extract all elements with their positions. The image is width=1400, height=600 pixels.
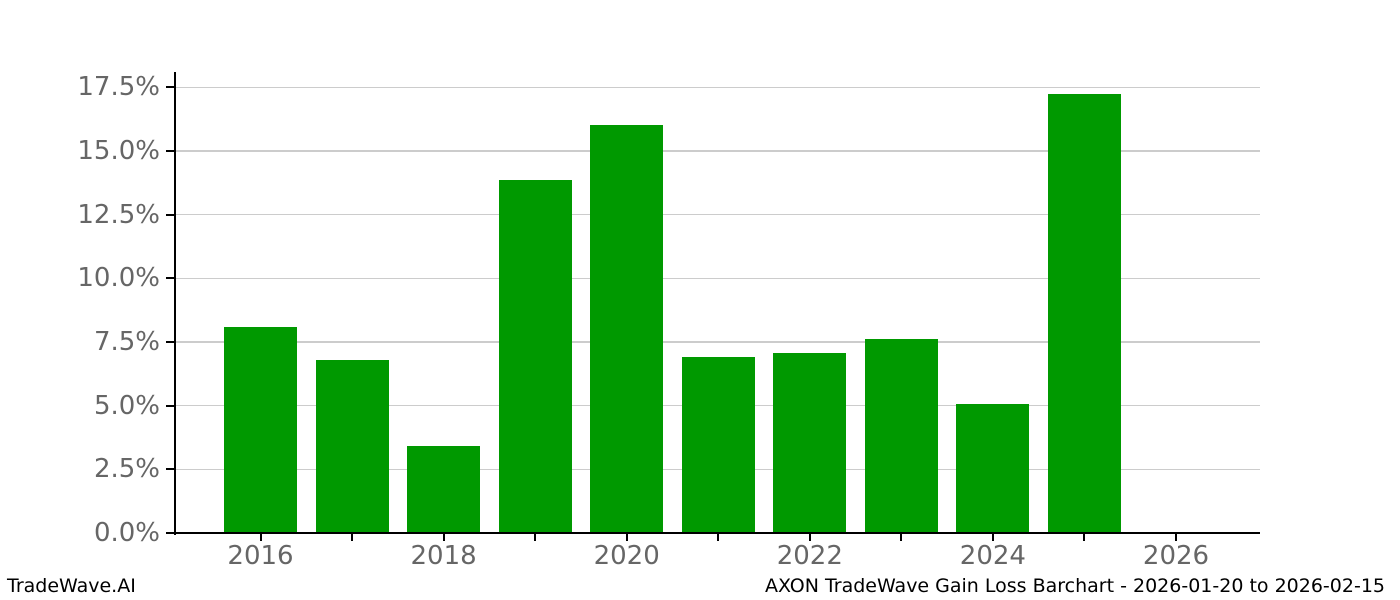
x-tick-label: 2026 (1142, 541, 1210, 571)
y-tick (166, 277, 174, 280)
bar-2021 (681, 357, 755, 533)
y-tick (166, 340, 174, 343)
x-tick (625, 533, 628, 541)
chart-caption: AXON TradeWave Gain Loss Barchart - 2026… (764, 575, 1385, 597)
bar-2020 (590, 125, 664, 533)
x-tick (717, 533, 720, 541)
bar-2016 (224, 326, 297, 533)
y-tick-label: 2.5% (93, 454, 160, 485)
y-axis-spine (173, 72, 176, 535)
x-tick-label: 2016 (227, 541, 294, 571)
x-tick (991, 533, 994, 541)
bar-2024 (956, 404, 1030, 533)
x-tick (1175, 533, 1177, 541)
y-tick-label: 0.0% (93, 518, 160, 548)
y-tick (166, 404, 174, 407)
gridline (175, 86, 1260, 89)
x-tick (808, 533, 811, 541)
x-tick (259, 533, 262, 541)
gridline (175, 277, 1260, 280)
bar-2022 (773, 353, 847, 533)
bar-2019 (498, 180, 572, 533)
x-tick (534, 533, 537, 541)
y-tick (166, 149, 174, 152)
x-tick-label: 2018 (410, 541, 477, 571)
bar-2018 (407, 446, 481, 533)
y-tick-label: 17.5% (77, 72, 160, 103)
gridline (175, 341, 1260, 343)
gridline (175, 150, 1260, 152)
x-tick (442, 533, 445, 541)
x-tick-label: 2022 (776, 541, 843, 571)
bar-2017 (315, 359, 389, 533)
brand-watermark: TradeWave.AI (7, 575, 136, 597)
y-tick-label: 10.0% (77, 263, 160, 294)
bar-2023 (864, 339, 938, 533)
y-tick-label: 7.5% (93, 326, 160, 357)
gridline (175, 213, 1260, 216)
x-tick-label: 2020 (593, 541, 660, 571)
x-tick-label: 2024 (959, 541, 1026, 571)
y-tick-label: 15.0% (77, 135, 160, 166)
y-tick-label: 12.5% (77, 199, 160, 230)
x-tick (900, 533, 903, 541)
y-tick-label: 5.0% (93, 390, 160, 421)
y-tick (166, 468, 174, 471)
x-tick (351, 533, 354, 541)
y-tick (166, 86, 174, 89)
y-tick (166, 532, 174, 534)
y-tick (166, 213, 174, 216)
bar-2025 (1047, 93, 1121, 533)
x-tick (1083, 533, 1086, 541)
